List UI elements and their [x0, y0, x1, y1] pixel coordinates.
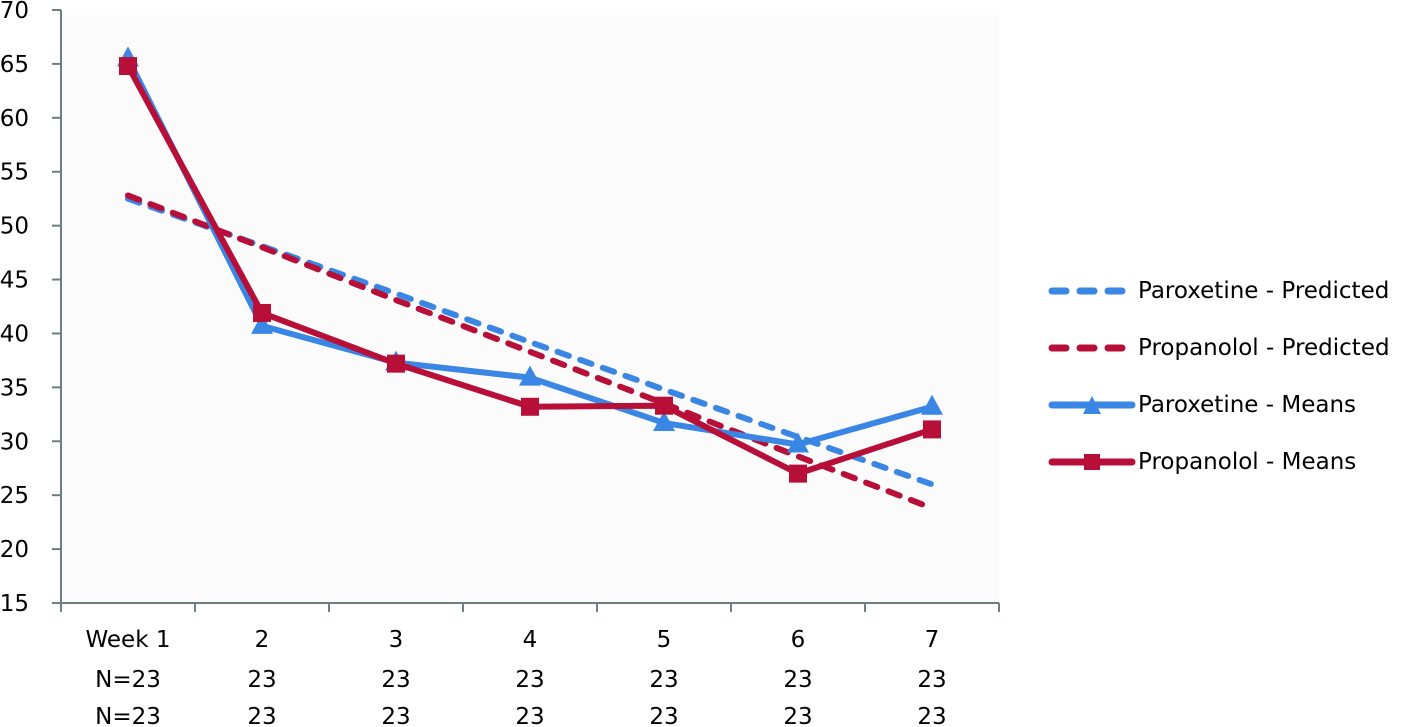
x-tick-label: 3 [389, 627, 404, 653]
x-tick-label: 7 [925, 627, 940, 653]
dashed-line-red-icon [1048, 344, 1136, 351]
legend-item-propanolol-means: Propanolol - Means [1048, 433, 1390, 490]
triangle-marker [519, 365, 541, 386]
triangle-marker [921, 394, 943, 415]
legend-label: Paroxetine - Predicted [1138, 277, 1390, 304]
legend-item-paroxetine-predicted: Paroxetine - Predicted [1048, 262, 1390, 319]
x-tick-label: 23 [515, 667, 544, 693]
square-marker [923, 420, 941, 439]
square-marker [387, 354, 405, 373]
x-tick-label: 23 [649, 667, 678, 693]
x-tick-label: 23 [917, 667, 946, 693]
y-tick-label: 55 [0, 160, 29, 186]
y-tick-label: 65 [0, 52, 29, 78]
triangle-marker [787, 432, 809, 453]
triangle-marker-line-icon [1048, 395, 1136, 414]
x-tick-label: 23 [381, 704, 410, 727]
square-marker [655, 396, 673, 415]
x-tick-label: 23 [515, 704, 544, 727]
x-tick-label: 23 [247, 667, 276, 693]
y-tick-label: 20 [0, 537, 29, 563]
x-tick-label: Week 1 [86, 627, 171, 653]
legend-label: Paroxetine - Means [1138, 391, 1357, 418]
y-tick-label: 70 [0, 0, 29, 24]
y-tick-label: 45 [0, 268, 29, 294]
series-propanolol-predicted [125, 192, 935, 512]
x-tick-label: 23 [247, 704, 276, 727]
plot-area [61, 15, 999, 603]
square-marker [119, 57, 137, 76]
triangle-marker [251, 313, 273, 334]
series-layer [117, 46, 943, 512]
x-tick-label: 6 [791, 627, 806, 653]
x-tick-label: 23 [783, 667, 812, 693]
y-tick-label: 50 [0, 214, 29, 240]
x-tick-label: 2 [255, 627, 270, 653]
series-propanolol-means [119, 57, 941, 483]
square-marker [521, 397, 539, 416]
dashed-line-blue-icon [1048, 287, 1136, 294]
legend-item-paroxetine-means: Paroxetine - Means [1048, 376, 1390, 433]
y-axis: 70 65 60 55 50 45 40 35 30 25 20 15 [0, 0, 62, 617]
x-tick-label: 23 [917, 704, 946, 727]
square-marker [253, 303, 271, 322]
y-tick-label: 35 [0, 375, 29, 401]
y-tick-label: 25 [0, 483, 29, 509]
y-tick-label: 40 [0, 321, 29, 347]
square-marker [789, 464, 807, 483]
legend-label: Propanolol - Predicted [1138, 334, 1390, 361]
x-tick-label: 23 [381, 667, 410, 693]
legend-item-propanolol-predicted: Propanolol - Predicted [1048, 319, 1390, 376]
legend-label: Propanolol - Means [1138, 448, 1357, 475]
y-tick-label: 15 [0, 591, 29, 617]
x-axis: Week 1 2 3 4 5 6 7N=23 23 23 23 23 23 23 N=23 23 23 23 2… [60, 602, 1000, 727]
x-tick-label: N=23 [95, 667, 161, 693]
x-tick-label: 4 [523, 627, 538, 653]
x-tick-label: 23 [649, 704, 678, 727]
legend: Paroxetine - Predicted Propanolol - Pred… [1048, 262, 1390, 490]
x-tick-label: 5 [657, 627, 672, 653]
y-tick-label: 60 [0, 106, 29, 132]
y-tick-label: 30 [0, 429, 29, 455]
triangle-marker [653, 410, 675, 431]
x-tick-label: N=23 [95, 704, 161, 727]
square-marker-line-icon [1048, 453, 1136, 470]
x-tick-label: 23 [783, 704, 812, 727]
